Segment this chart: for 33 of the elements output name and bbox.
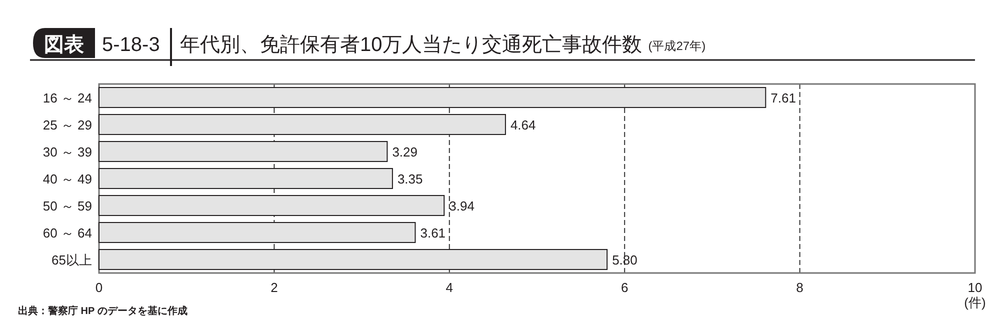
x-tick-label: 2 (270, 280, 278, 295)
y-tick-label: 65以上 (52, 252, 92, 268)
bar (98, 249, 608, 270)
y-tick-label: 25 ～ 29 (42, 118, 92, 132)
y-tick-label: 40 ～ 49 (42, 172, 92, 186)
x-tick-label: 10 (968, 280, 982, 295)
data-label: 4.64 (510, 118, 536, 132)
bar (98, 114, 506, 135)
x-tick-label: 8 (796, 280, 804, 295)
x-tick-label: 6 (620, 280, 628, 295)
data-label: 3.35 (397, 172, 423, 186)
text: 図表 (44, 34, 84, 56)
data-label: 7.61 (770, 90, 796, 106)
bar (98, 87, 766, 108)
data-label: 3.61 (420, 226, 446, 240)
x-tick-label: 4 (446, 280, 454, 295)
bar (98, 195, 445, 216)
bar (98, 168, 393, 189)
chart-subtitle: (平成27年) (648, 39, 706, 53)
text: 5-18-3 (102, 34, 160, 56)
y-tick-label: 16 ～ 24 (42, 90, 92, 106)
data-label: 3.94 (449, 198, 474, 214)
chart-title: 年代別、免許保有者10万人当たり交通死亡事故件数 (180, 34, 642, 56)
bar (98, 222, 416, 243)
data-label: 5.80 (612, 252, 638, 268)
bar (98, 141, 388, 162)
y-tick-label: 30 ～ 39 (42, 144, 92, 160)
y-tick-label: 50 ～ 59 (42, 198, 92, 214)
x-tick-label: 0 (95, 280, 103, 295)
x-axis-title: (件) (964, 295, 986, 310)
source-note: 出典：警察庁 HP のデータを基に作成 (18, 305, 188, 317)
y-tick-label: 60 ～ 64 (42, 226, 92, 240)
data-label: 3.29 (392, 144, 418, 160)
